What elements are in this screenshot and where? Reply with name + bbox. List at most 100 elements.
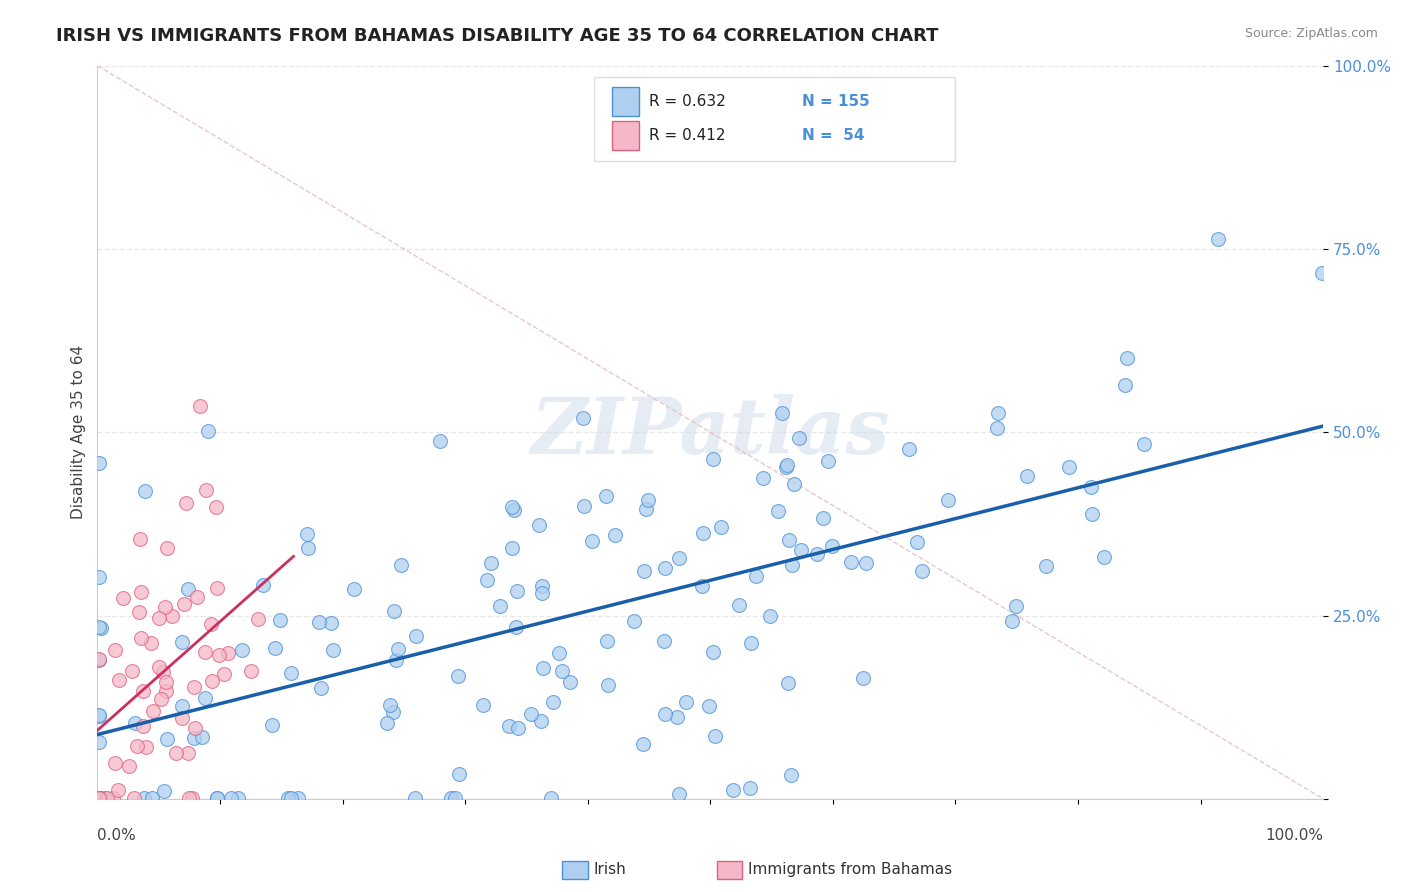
Text: ZIPatlas: ZIPatlas (530, 394, 890, 470)
Point (501, 541, 523, 555)
Point (87, 734, 110, 748)
Point (207, 791, 229, 805)
Point (385, 653, 408, 667)
Point (87, 791, 110, 805)
Point (87, 791, 110, 805)
Point (112, 591, 135, 605)
Point (759, 608, 782, 623)
Point (598, 677, 620, 691)
Point (212, 667, 235, 681)
Y-axis label: Disability Age 35 to 64: Disability Age 35 to 64 (72, 345, 86, 519)
Point (501, 500, 523, 514)
Point (208, 648, 231, 663)
Point (652, 634, 675, 648)
Point (156, 732, 179, 747)
Point (905, 535, 928, 549)
Point (287, 791, 309, 805)
Text: 0.0%: 0.0% (97, 828, 136, 843)
Point (665, 710, 688, 724)
Point (87, 791, 110, 805)
Point (170, 698, 193, 713)
Point (775, 460, 797, 475)
Point (87, 791, 110, 805)
Point (124, 791, 146, 805)
Point (87, 791, 110, 805)
Point (668, 787, 690, 801)
Point (156, 541, 179, 555)
Point (160, 609, 183, 624)
Point (779, 768, 801, 782)
Point (128, 605, 150, 619)
Point (132, 719, 155, 733)
Text: 100.0%: 100.0% (1265, 828, 1323, 843)
Point (1116, 351, 1139, 365)
Point (87, 457, 110, 471)
Point (572, 411, 595, 425)
Point (124, 715, 146, 730)
Point (405, 629, 427, 643)
Point (987, 406, 1010, 420)
Text: R = 0.632: R = 0.632 (650, 95, 725, 110)
Point (506, 583, 529, 598)
Point (527, 517, 550, 532)
Point (702, 451, 724, 466)
Point (936, 492, 959, 507)
Point (489, 599, 512, 613)
Point (308, 615, 330, 629)
Point (710, 520, 733, 534)
Point (149, 692, 172, 706)
Point (148, 660, 170, 674)
Point (195, 483, 218, 498)
Point (197, 425, 219, 439)
Point (104, 643, 127, 657)
Text: Source: ZipAtlas.com: Source: ZipAtlas.com (1244, 27, 1378, 40)
Point (471, 698, 494, 712)
Point (194, 691, 217, 706)
Point (475, 574, 498, 588)
Text: Immigrants from Bahamas: Immigrants from Bahamas (748, 863, 952, 877)
Point (558, 675, 581, 690)
Point (740, 781, 762, 796)
Point (173, 597, 195, 611)
Point (520, 706, 543, 721)
Point (94, 791, 117, 805)
Text: Irish: Irish (593, 863, 626, 877)
Point (636, 502, 658, 516)
Text: R = 0.412: R = 0.412 (650, 128, 725, 144)
Point (153, 600, 176, 615)
Point (205, 582, 228, 596)
Point (194, 644, 217, 658)
Point (141, 791, 163, 805)
Point (721, 783, 744, 797)
Point (381, 705, 404, 719)
Point (675, 695, 697, 709)
Point (380, 698, 402, 712)
Point (165, 746, 187, 760)
Point (782, 558, 804, 573)
Point (297, 541, 319, 555)
Point (87, 570, 110, 584)
Point (153, 784, 176, 798)
Point (654, 706, 676, 721)
Text: N = 155: N = 155 (803, 95, 870, 110)
Point (177, 582, 200, 596)
Point (817, 454, 839, 468)
Point (811, 511, 834, 525)
Point (770, 406, 793, 420)
Point (389, 558, 412, 572)
Point (322, 642, 344, 657)
Point (125, 739, 148, 754)
Point (174, 496, 197, 510)
Point (188, 400, 211, 414)
Point (131, 631, 153, 645)
Point (155, 684, 177, 698)
Point (87, 791, 110, 805)
Point (201, 674, 224, 689)
Point (1001, 614, 1024, 628)
Point (87, 707, 110, 722)
Point (498, 719, 520, 733)
Point (633, 737, 655, 751)
Point (446, 669, 468, 683)
Point (751, 471, 773, 485)
Point (855, 556, 877, 570)
